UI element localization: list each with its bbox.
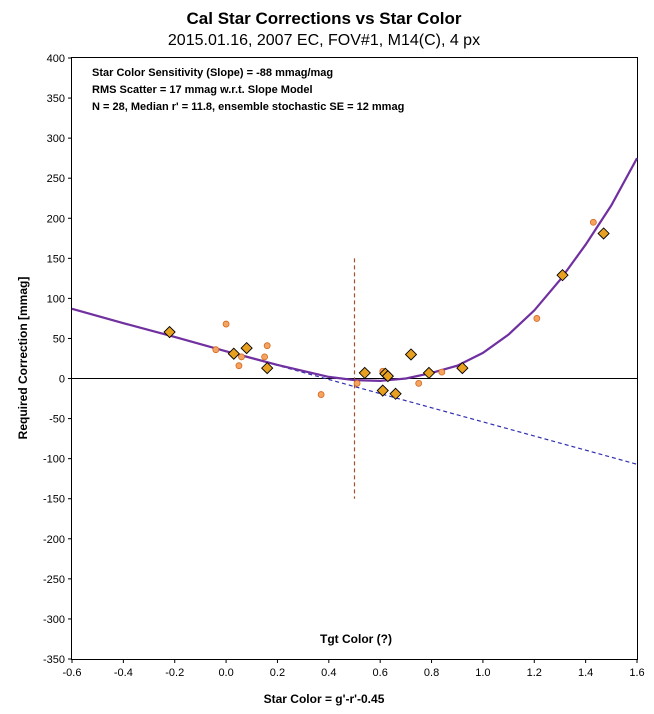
y-axis-label: Required Correction [mmag]: [16, 277, 30, 440]
data-point-diamond: [261, 361, 274, 375]
x-axis-ticks: -0.6 -0.4 -0.2 0.0 0.2 0.4 0.6 0.8 1.0 1.2 1.4 1.6: [63, 659, 645, 679]
tgt-color-label: Tgt Color (?): [320, 632, 392, 646]
y-tick-label: 300: [47, 133, 65, 145]
data-point-diamond: [381, 369, 395, 383]
y-tick-label: -150: [43, 494, 65, 506]
data-point-diamond: [358, 366, 371, 380]
y-tick-label: 0: [59, 374, 65, 386]
data-point-circle: [533, 315, 541, 322]
data-point-circle: [589, 218, 597, 226]
y-tick-label: 150: [47, 253, 65, 265]
data-point-circle: [235, 362, 243, 370]
data-point-diamond: [456, 361, 469, 375]
y-tick-label: 200: [47, 213, 65, 225]
annotation-slope: Star Color Sensitivity (Slope) = -88 mma…: [92, 67, 333, 79]
y-tick-label: 250: [47, 173, 65, 185]
y-tick-label: -250: [43, 574, 65, 586]
data-point-diamond: [422, 366, 436, 380]
x-tick-label: 1.2: [527, 667, 542, 679]
x-tick-label: 0.2: [270, 667, 285, 679]
data-point-diamond: [376, 384, 389, 397]
x-tick-label: -0.6: [63, 667, 82, 679]
data-point-diamond: [389, 387, 402, 400]
y-tick-label: -100: [43, 454, 65, 466]
annotation-n: N = 28, Median r' = 11.8, ensemble stoch…: [92, 101, 404, 113]
data-point-diamond: [597, 227, 610, 240]
data-point-circle: [415, 379, 423, 387]
data-point-diamond: [556, 269, 569, 282]
data-point-circle: [222, 320, 230, 328]
x-tick-label: -0.4: [114, 667, 133, 679]
data-point-circle: [263, 342, 271, 350]
data-point-circle: [212, 346, 220, 354]
data-point-diamond: [240, 341, 253, 355]
y-tick-label: 50: [53, 333, 65, 345]
annotation-rms: RMS Scatter = 17 mmag w.r.t. Slope Model: [92, 84, 313, 96]
y-tick-label: -350: [43, 654, 65, 666]
y-tick-label: 400: [47, 53, 65, 65]
data-point-circle: [317, 391, 325, 398]
data-point-circle: [238, 353, 245, 361]
x-tick-label: 0.8: [424, 667, 439, 679]
chart-title: Cal Star Corrections vs Star Color: [187, 9, 462, 28]
annotation-box: [85, 62, 435, 116]
x-tick-label: 0.6: [373, 667, 388, 679]
data-point-circle: [438, 368, 446, 376]
x-tick-label: 0.0: [218, 667, 233, 679]
data-point-circle: [353, 379, 361, 387]
x-tick-label: 1.4: [578, 667, 593, 679]
data-point-circle: [261, 353, 269, 361]
x-tick-label: -0.2: [165, 667, 184, 679]
y-tick-label: 350: [47, 93, 65, 105]
x-tick-label: 1.0: [475, 667, 490, 679]
y-tick-label: -50: [49, 414, 65, 426]
series-layer: [71, 157, 638, 499]
y-tick-label: -200: [43, 534, 65, 546]
y-tick-label: 100: [47, 293, 65, 305]
chart-subtitle: 2015.01.16, 2007 EC, FOV#1, M14(C), 4 px: [168, 32, 480, 49]
y-axis-ticks: -350 -300 -250 -200 -150 -100 -50 0 50 100 150 200 2…: [43, 53, 72, 666]
data-point-diamond: [163, 325, 176, 339]
data-point-diamond: [404, 348, 418, 361]
x-tick-label: 0.4: [321, 667, 336, 679]
data-point-diamond: [227, 347, 240, 360]
y-tick-label: -300: [43, 614, 65, 626]
x-axis-label: Star Color = g'-r'-0.45: [264, 692, 385, 706]
x-tick-label: 1.6: [629, 667, 644, 679]
